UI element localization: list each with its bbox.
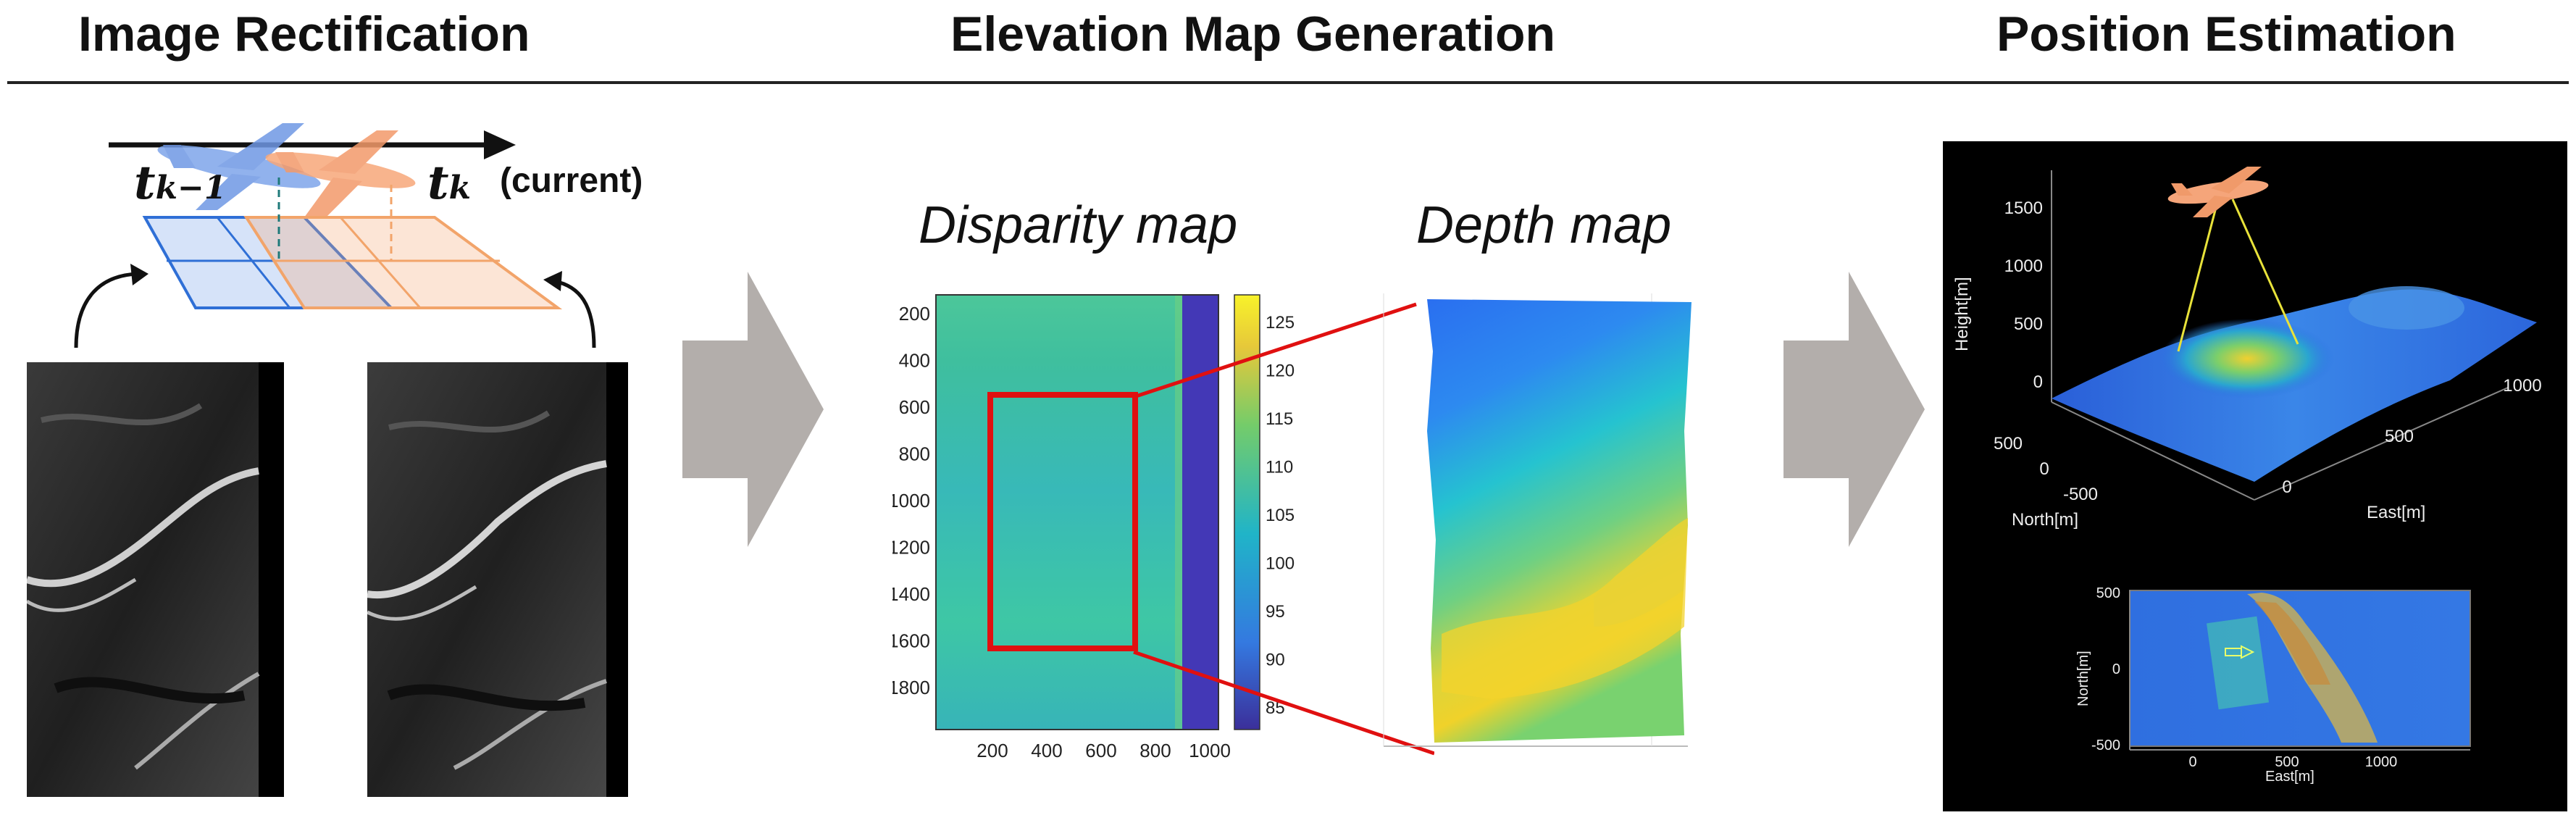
disparity-highlight-box	[987, 392, 1138, 651]
disparity-map-title: Disparity map	[919, 196, 1238, 254]
colorbar-tick: 115	[1266, 409, 1293, 429]
height-axis-label: Height[m]	[1952, 277, 1972, 351]
colorbar-tick: 125	[1266, 313, 1295, 333]
image-frame-current	[243, 216, 563, 309]
sensor-ray-left	[2177, 199, 2220, 352]
east-tick: 0	[2282, 477, 2291, 497]
plane-previous-icon	[157, 123, 321, 210]
position-marker-icon	[2225, 645, 2255, 659]
aircraft-icon	[2167, 167, 2269, 217]
disparity-colorbar	[1234, 294, 1260, 730]
north-tick-2d: 0	[2112, 661, 2120, 677]
flow-arrow-1	[682, 272, 824, 547]
east-tick: 1000	[2503, 376, 2541, 396]
aerial-image-previous	[27, 362, 284, 797]
east-axis-label: East[m]	[2367, 503, 2425, 522]
plane-current-icon	[265, 130, 416, 217]
position-3d-plot: 1500 1000 500 0 500 0 -500 0 500 1000 Height[m]…	[1952, 167, 2542, 530]
flow-arrow-2	[1783, 272, 1925, 547]
curved-arrow-left	[74, 272, 138, 348]
east-tick-2d: 500	[2275, 754, 2299, 770]
disparity-y-tick: 600	[899, 396, 930, 418]
rectification-illustration	[74, 123, 596, 348]
position-2d-plot: 500 0 -500 0 500 1000 North[m] East[m]	[2075, 585, 2471, 785]
colorbar-tick: 95	[1266, 602, 1285, 622]
current-label: (current)	[500, 162, 643, 200]
colorbar-tick: 90	[1266, 651, 1285, 670]
north-tick: 0	[2039, 459, 2049, 479]
east-tick-2d: 0	[2188, 754, 2196, 770]
colorbar-tick: 110	[1266, 458, 1293, 477]
disparity-y-tick: 800	[899, 443, 930, 465]
height-tick: 0	[2033, 372, 2043, 392]
zoom-connector-lines	[1133, 302, 1434, 756]
north-tick-2d: 500	[2096, 585, 2120, 601]
north-tick-2d: -500	[2091, 738, 2120, 753]
disparity-y-tick: 1400	[892, 583, 930, 605]
north-axis-label: North[m]	[2012, 510, 2078, 530]
estimated-footprint	[2206, 616, 2270, 710]
height-tick: 500	[2014, 314, 2043, 334]
depth-map-plot	[1383, 293, 1691, 747]
disparity-y-tick: 200	[899, 303, 930, 325]
disparity-y-tick: 1000	[892, 490, 930, 511]
disparity-x-tick: 600	[1085, 740, 1116, 761]
disparity-x-tick: 400	[1031, 740, 1062, 761]
disparity-x-tick: 800	[1139, 740, 1171, 761]
header-position-estimation: Position Estimation	[1996, 7, 2456, 62]
time-current-label: tk	[427, 156, 472, 210]
disparity-x-tick: 200	[977, 740, 1008, 761]
depth-map-title: Depth map	[1416, 196, 1672, 254]
north-tick: -500	[2063, 485, 2098, 504]
trajectory-arrowhead	[484, 130, 516, 159]
east-tick-2d: 1000	[2365, 754, 2398, 770]
height-tick: 1500	[2004, 199, 2043, 218]
height-tick: 1000	[2004, 256, 2043, 276]
colorbar-tick: 105	[1266, 506, 1295, 525]
disparity-x-tick: 1000	[1189, 740, 1231, 761]
north-tick: 500	[1994, 434, 2023, 454]
time-previous-label: tk−1	[134, 156, 227, 210]
colorbar-tick: 100	[1266, 554, 1295, 574]
disparity-y-tick: 400	[899, 350, 930, 372]
header-image-rectification: Image Rectification	[78, 7, 530, 62]
disparity-y-tick: 1200	[892, 537, 930, 559]
east-axis-label-2d: East[m]	[2265, 769, 2314, 785]
disparity-y-tick: 1600	[892, 630, 930, 652]
north-axis-label-2d: North[m]	[2075, 651, 2091, 706]
curved-arrow-right	[553, 279, 596, 348]
header-divider	[7, 81, 2569, 84]
aerial-image-current	[367, 362, 628, 797]
colorbar-tick: 120	[1266, 362, 1295, 381]
sensor-ray-right	[2231, 199, 2299, 345]
header-elevation-map-generation: Elevation Map Generation	[950, 7, 1556, 62]
east-tick: 500	[2385, 427, 2414, 446]
disparity-y-tick: 1800	[892, 677, 930, 698]
disparity-map-plot: 200 400 600 800 1000 1200 1400 1600 1800 200 400 6…	[892, 294, 1295, 761]
